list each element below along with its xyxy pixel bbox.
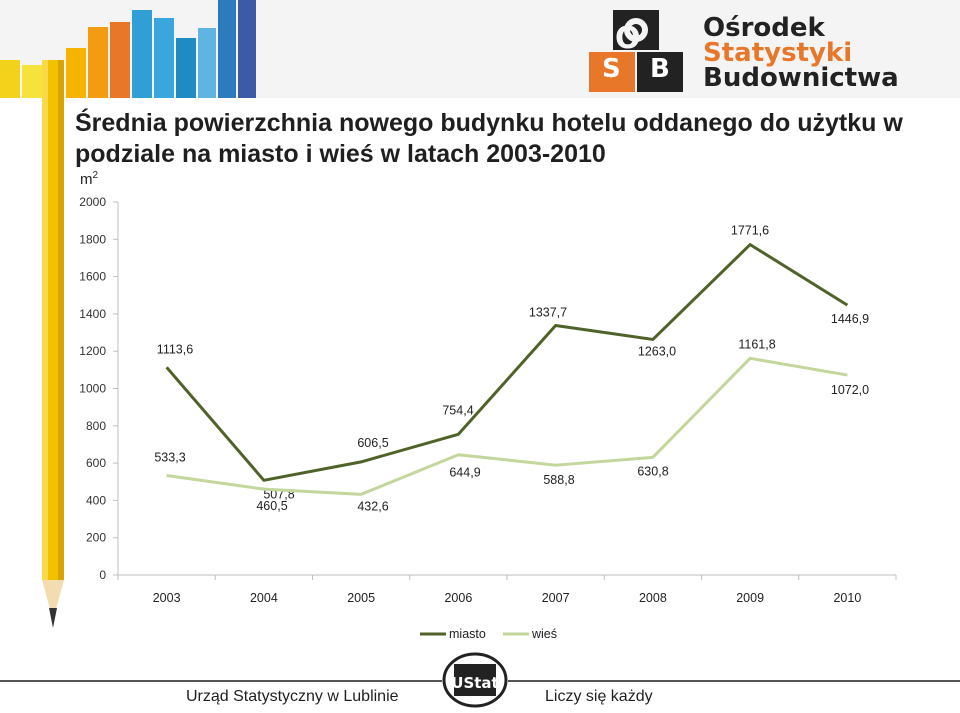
data-label: 533,3: [154, 451, 185, 465]
data-label: 1113,6: [157, 342, 193, 356]
ustat-logo-text: UStat: [451, 674, 498, 692]
y-tick-label: 2000: [79, 195, 106, 209]
ustat-logo-graphic: UStat: [442, 652, 508, 708]
data-label: 644,9: [449, 466, 480, 480]
y-tick-label: 400: [86, 493, 106, 507]
data-label: 1771,6: [731, 224, 769, 238]
x-tick-label: 2004: [250, 591, 278, 605]
data-label: 588,8: [543, 473, 574, 487]
data-label: 606,5: [357, 436, 388, 450]
x-tick-label: 2003: [153, 591, 181, 605]
y-tick-label: 800: [86, 419, 106, 433]
y-tick-label: 200: [86, 531, 106, 545]
legend-label: wieś: [531, 627, 557, 641]
y-tick-label: 1800: [79, 232, 106, 246]
y-tick-label: 1000: [79, 382, 106, 396]
legend-label: miasto: [449, 627, 486, 641]
x-tick-label: 2009: [736, 591, 764, 605]
data-label: 754,4: [442, 403, 473, 417]
x-tick-label: 2008: [639, 591, 667, 605]
data-label: 432,6: [357, 499, 388, 513]
data-label: 1072,0: [831, 383, 869, 397]
data-label: 1161,8: [738, 337, 775, 351]
y-tick-label: 600: [86, 456, 106, 470]
x-tick-label: 2010: [833, 591, 861, 605]
y-tick-label: 1400: [79, 307, 106, 321]
y-tick-label: 1200: [79, 344, 106, 358]
y-tick-label: 1600: [79, 270, 106, 284]
footer-office-name: Urząd Statystyczny w Lublinie: [186, 688, 399, 706]
data-label: 630,8: [637, 464, 668, 478]
x-tick-label: 2006: [444, 591, 472, 605]
data-label: 1263,0: [638, 344, 676, 358]
ustat-logo: UStat: [442, 652, 508, 708]
data-label: 460,5: [256, 499, 287, 513]
x-tick-label: 2005: [347, 591, 375, 605]
data-label: 1337,7: [529, 306, 567, 320]
x-tick-label: 2007: [542, 591, 570, 605]
y-tick-label: 0: [99, 568, 106, 582]
footer-slogan: Liczy się każdy: [545, 688, 653, 706]
data-label: 1446,9: [831, 312, 869, 326]
